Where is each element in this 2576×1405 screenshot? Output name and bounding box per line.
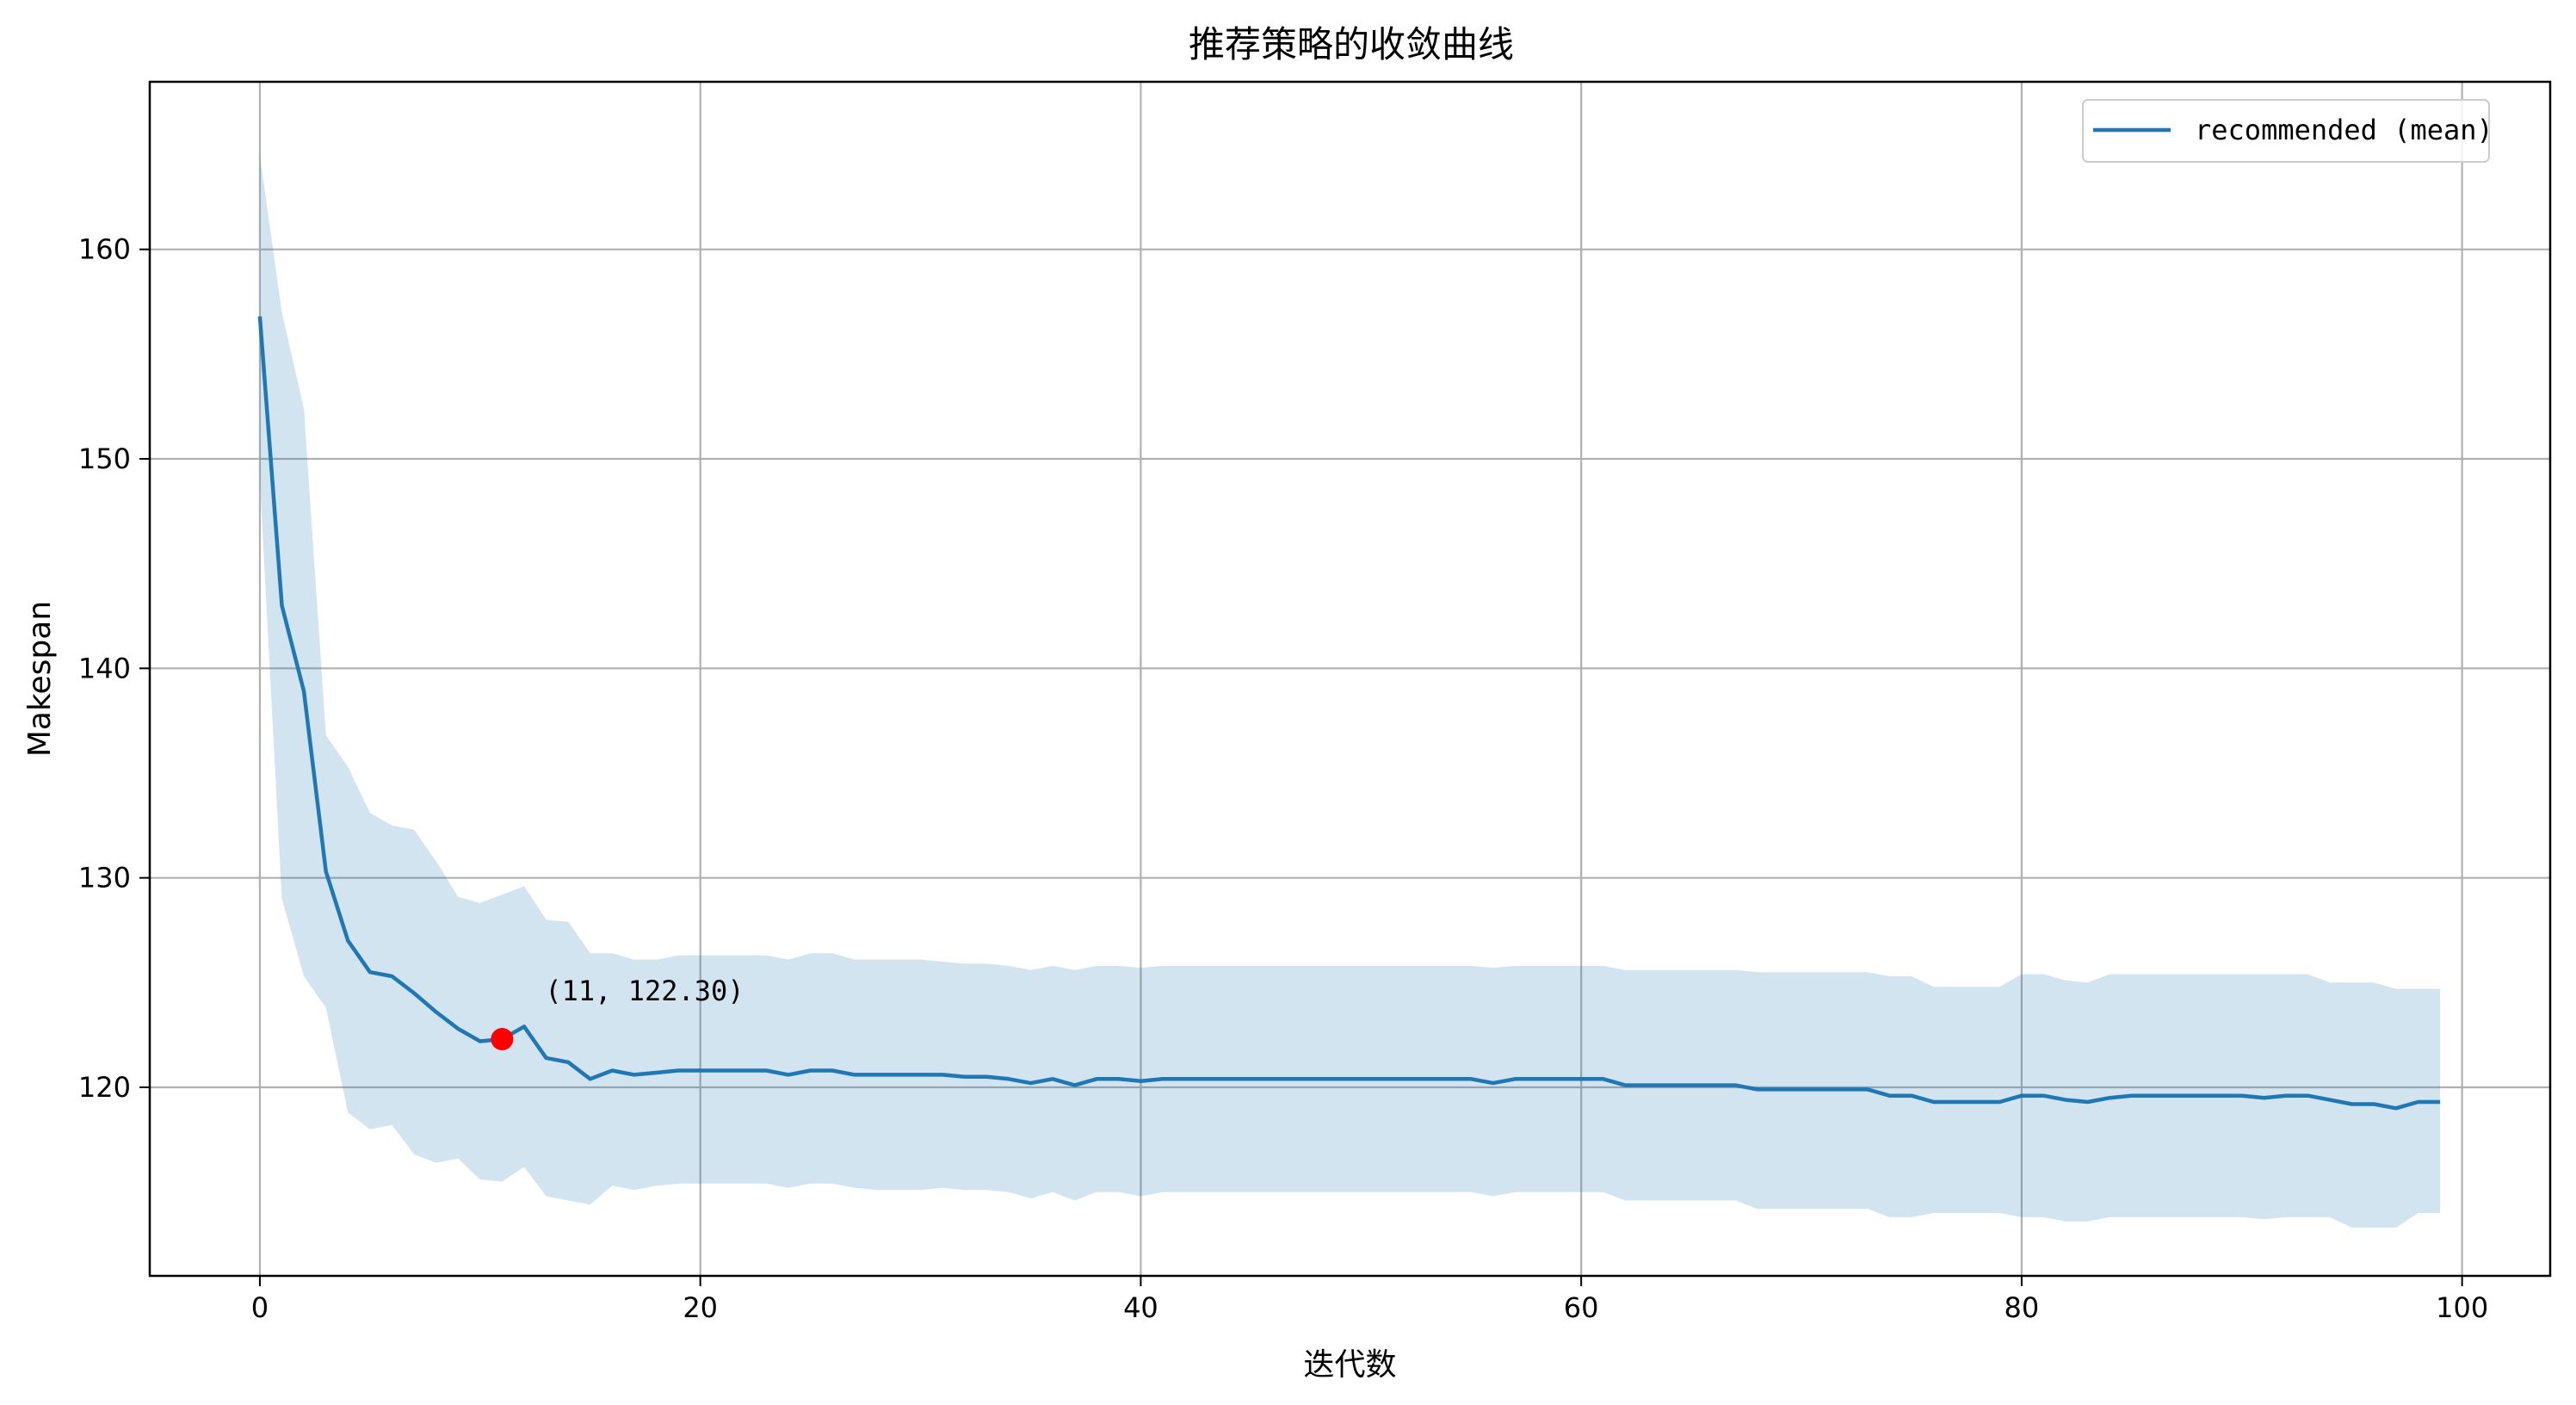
y-tick-label: 160: [78, 233, 131, 266]
x-axis-ticks: 0 20 40 60 80 100: [251, 1276, 2488, 1324]
x-tick-label: 0: [251, 1291, 269, 1324]
x-tick-label: 20: [683, 1291, 718, 1324]
x-tick-label: 60: [1564, 1291, 1599, 1324]
mean-line: [257, 316, 2441, 1111]
x-tick-label: 40: [1123, 1291, 1158, 1324]
legend-entry-recommended: recommended (mean): [2195, 114, 2493, 146]
x-tick-label: 100: [2436, 1291, 2488, 1324]
y-tick-label: 140: [78, 652, 131, 684]
annotation-marker: [491, 1028, 514, 1051]
y-axis-ticks: 120 130 140 150 160: [78, 233, 150, 1104]
x-tick-label: 80: [2005, 1291, 2040, 1324]
legend: recommended (mean): [2082, 99, 2493, 163]
annotation-label: (11, 122.30): [545, 975, 744, 1007]
chart-title: 推荐策略的收敛曲线: [1189, 23, 1514, 65]
y-tick-label: 120: [78, 1071, 131, 1104]
x-axis-label: 迭代数: [1303, 1347, 1396, 1383]
legend-box: [2082, 99, 2490, 163]
grid-lines: [150, 82, 2550, 1276]
std-band: [259, 155, 2441, 1229]
y-tick-label: 130: [78, 862, 131, 894]
y-axis-label: Makespan: [22, 601, 58, 757]
plot-frame: [148, 80, 2552, 1278]
y-tick-label: 150: [78, 443, 131, 475]
